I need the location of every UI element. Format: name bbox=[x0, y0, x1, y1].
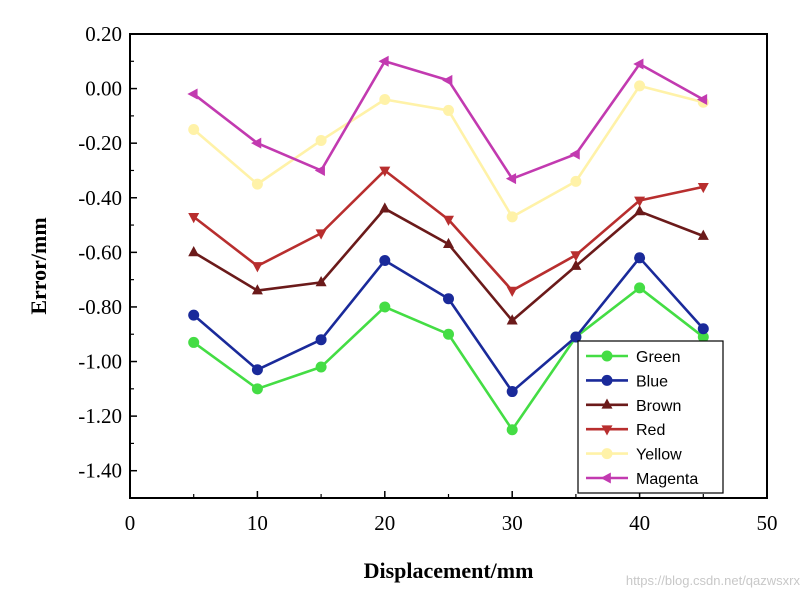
data-point bbox=[601, 448, 613, 460]
data-point bbox=[251, 262, 263, 273]
data-point bbox=[601, 350, 613, 362]
data-point bbox=[600, 472, 611, 484]
data-point bbox=[443, 104, 454, 116]
legend-item-brown: Brown bbox=[586, 398, 681, 415]
legend-box bbox=[577, 340, 724, 494]
data-point bbox=[601, 425, 613, 436]
data-point bbox=[251, 178, 263, 190]
legend-label: Blue bbox=[636, 373, 668, 390]
y-axis-title: Error/mm bbox=[26, 217, 51, 314]
y-tick-label: -1.20 bbox=[78, 404, 122, 428]
data-point bbox=[697, 182, 709, 194]
data-point bbox=[315, 334, 327, 346]
data-point bbox=[188, 213, 200, 224]
data-point bbox=[601, 374, 613, 386]
legend-item-green: Green bbox=[586, 349, 680, 366]
legend-item-magenta: Magenta bbox=[586, 471, 698, 488]
data-point bbox=[696, 94, 708, 106]
data-point bbox=[187, 88, 198, 100]
data-point bbox=[601, 398, 613, 409]
y-tick-label: -1.00 bbox=[78, 350, 122, 374]
y-tick-label: -0.80 bbox=[78, 295, 122, 319]
legend-item-red: Red bbox=[586, 422, 665, 439]
data-point bbox=[570, 251, 582, 262]
x-tick-label: 40 bbox=[629, 511, 650, 535]
data-point bbox=[188, 336, 200, 348]
data-point bbox=[506, 314, 518, 325]
data-point bbox=[634, 80, 646, 92]
x-axis-title: Displacement/mm bbox=[364, 558, 534, 583]
watermark-text: https://blog.csdn.net/qazwsxrx bbox=[626, 573, 801, 588]
legend-item-yellow: Yellow bbox=[586, 447, 682, 464]
data-point bbox=[315, 276, 327, 287]
legend: Green Blue Brown Red Yellow Magenta bbox=[577, 340, 724, 494]
x-tick-label: 10 bbox=[247, 511, 268, 535]
data-point bbox=[379, 202, 391, 213]
data-point bbox=[506, 286, 518, 297]
data-point bbox=[251, 383, 263, 395]
data-point bbox=[379, 166, 391, 177]
legend-label: Green bbox=[636, 349, 680, 366]
data-point bbox=[251, 137, 262, 149]
legend-label: Magenta bbox=[636, 471, 698, 488]
data-point bbox=[188, 309, 200, 321]
y-tick-label: -1.40 bbox=[78, 459, 122, 483]
legend-label: Red bbox=[636, 422, 665, 439]
data-point bbox=[379, 94, 391, 106]
data-point bbox=[634, 282, 646, 294]
series-blue bbox=[188, 252, 709, 398]
data-point bbox=[188, 124, 200, 136]
series-red bbox=[188, 166, 709, 297]
data-point bbox=[188, 246, 200, 257]
data-point bbox=[569, 148, 580, 160]
y-tick-label: 0.20 bbox=[85, 22, 122, 46]
data-point bbox=[251, 364, 263, 376]
data-point bbox=[314, 164, 325, 176]
data-point bbox=[251, 284, 263, 295]
data-point bbox=[633, 58, 644, 70]
series-green bbox=[188, 282, 709, 436]
data-point bbox=[315, 229, 327, 240]
data-point bbox=[443, 215, 454, 226]
y-tick-label: -0.60 bbox=[78, 240, 122, 264]
data-point bbox=[634, 205, 646, 216]
y-tick-label: 0.00 bbox=[85, 77, 122, 101]
legend-label: Brown bbox=[636, 398, 681, 415]
x-tick-label: 20 bbox=[374, 511, 395, 535]
data-point bbox=[379, 255, 391, 267]
series-magenta bbox=[187, 55, 708, 185]
data-point bbox=[443, 237, 454, 249]
x-tick-label: 50 bbox=[757, 511, 778, 535]
data-point bbox=[379, 301, 391, 313]
y-tick-label: -0.20 bbox=[78, 131, 122, 155]
ticks-layer: 0 10 20 30 40 50 0.20 0.00 -0.20 -0.40 -0.60 -0.80 -… bbox=[78, 22, 777, 535]
data-point bbox=[443, 293, 454, 305]
data-point bbox=[505, 173, 517, 185]
data-point bbox=[634, 196, 646, 207]
x-tick-label: 0 bbox=[125, 511, 136, 535]
data-point bbox=[442, 74, 453, 86]
data-point bbox=[570, 331, 582, 343]
data-layer bbox=[187, 55, 709, 436]
data-point bbox=[697, 323, 709, 335]
data-point bbox=[506, 424, 518, 436]
data-point bbox=[315, 361, 327, 373]
data-point bbox=[697, 331, 709, 343]
data-point bbox=[506, 211, 518, 223]
data-point bbox=[506, 386, 518, 398]
y-tick-label: -0.40 bbox=[78, 186, 122, 210]
data-point bbox=[570, 259, 582, 270]
data-point bbox=[634, 252, 646, 264]
data-point bbox=[570, 175, 582, 187]
data-point bbox=[443, 328, 454, 340]
data-point bbox=[697, 229, 709, 240]
x-tick-label: 30 bbox=[502, 511, 523, 535]
data-point bbox=[378, 55, 389, 67]
data-point bbox=[315, 134, 327, 146]
legend-label: Yellow bbox=[636, 447, 682, 464]
series-brown bbox=[188, 202, 709, 325]
legend-item-blue: Blue bbox=[586, 373, 668, 390]
